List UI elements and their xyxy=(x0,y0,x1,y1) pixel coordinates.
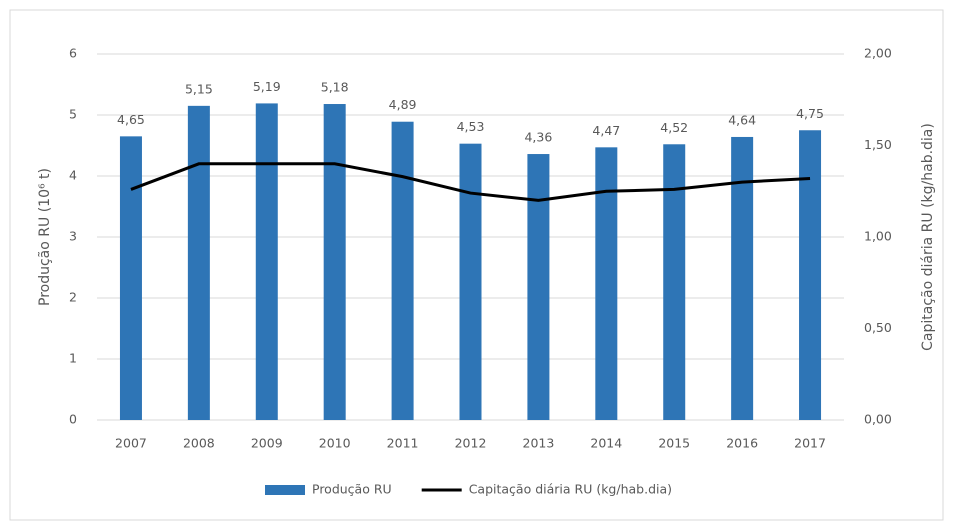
y-tick-label: 1 xyxy=(69,351,77,366)
x-tick-label: 2017 xyxy=(794,436,826,451)
y2-tick-label: 0,00 xyxy=(864,412,892,427)
bar xyxy=(663,144,686,420)
x-tick-label: 2016 xyxy=(726,436,758,451)
bar xyxy=(119,136,142,420)
data-label: 5,15 xyxy=(185,81,213,96)
legend-swatch xyxy=(265,485,305,495)
data-label: 4,47 xyxy=(592,123,620,138)
x-tick-label: 2010 xyxy=(319,436,351,451)
line xyxy=(130,162,811,202)
y-tick-label: 5 xyxy=(69,107,77,122)
bar xyxy=(459,143,482,421)
x-tick-label: 2008 xyxy=(183,436,215,451)
x-tick-label: 2007 xyxy=(115,436,147,451)
data-label: 5,19 xyxy=(253,79,281,94)
bar xyxy=(323,104,346,421)
x-tick-label: 2013 xyxy=(523,436,555,451)
y2-tick-label: 2,00 xyxy=(864,46,892,61)
legend-label: Capitação diária RU (kg/hab.dia) xyxy=(469,482,672,497)
x-tick-label: 2014 xyxy=(590,436,622,451)
data-label: 4,89 xyxy=(389,97,417,112)
bar xyxy=(799,130,822,420)
x-tick-label: 2011 xyxy=(387,436,419,451)
y-tick-label: 4 xyxy=(69,168,77,183)
data-label: 4,75 xyxy=(796,106,824,121)
y-axis-label: Produção RU (10⁶ t) xyxy=(37,168,53,306)
data-label: 5,18 xyxy=(321,80,349,95)
y-tick-label: 2 xyxy=(69,290,77,305)
y2-tick-label: 1,50 xyxy=(864,137,892,152)
data-label: 4,53 xyxy=(457,119,485,134)
y2-axis-label: Capitação diária RU (kg/hab.dia) xyxy=(920,123,936,351)
bar xyxy=(391,121,414,421)
bar xyxy=(187,105,210,420)
bar xyxy=(595,147,618,420)
y2-tick-label: 1,00 xyxy=(864,229,892,244)
x-tick-label: 2015 xyxy=(658,436,690,451)
x-tick-label: 2012 xyxy=(455,436,487,451)
x-tick-label: 2009 xyxy=(251,436,283,451)
bar xyxy=(255,103,278,420)
data-label: 4,36 xyxy=(524,130,552,145)
legend-label: Produção RU xyxy=(312,482,392,497)
data-label: 4,64 xyxy=(728,112,756,127)
y-tick-label: 0 xyxy=(69,412,77,427)
bar xyxy=(731,136,754,420)
y-tick-label: 6 xyxy=(69,46,77,61)
y-tick-label: 3 xyxy=(69,229,77,244)
bar xyxy=(527,154,550,421)
data-label: 4,65 xyxy=(117,112,145,127)
y2-tick-label: 0,50 xyxy=(864,320,892,335)
data-label: 4,52 xyxy=(660,120,688,135)
